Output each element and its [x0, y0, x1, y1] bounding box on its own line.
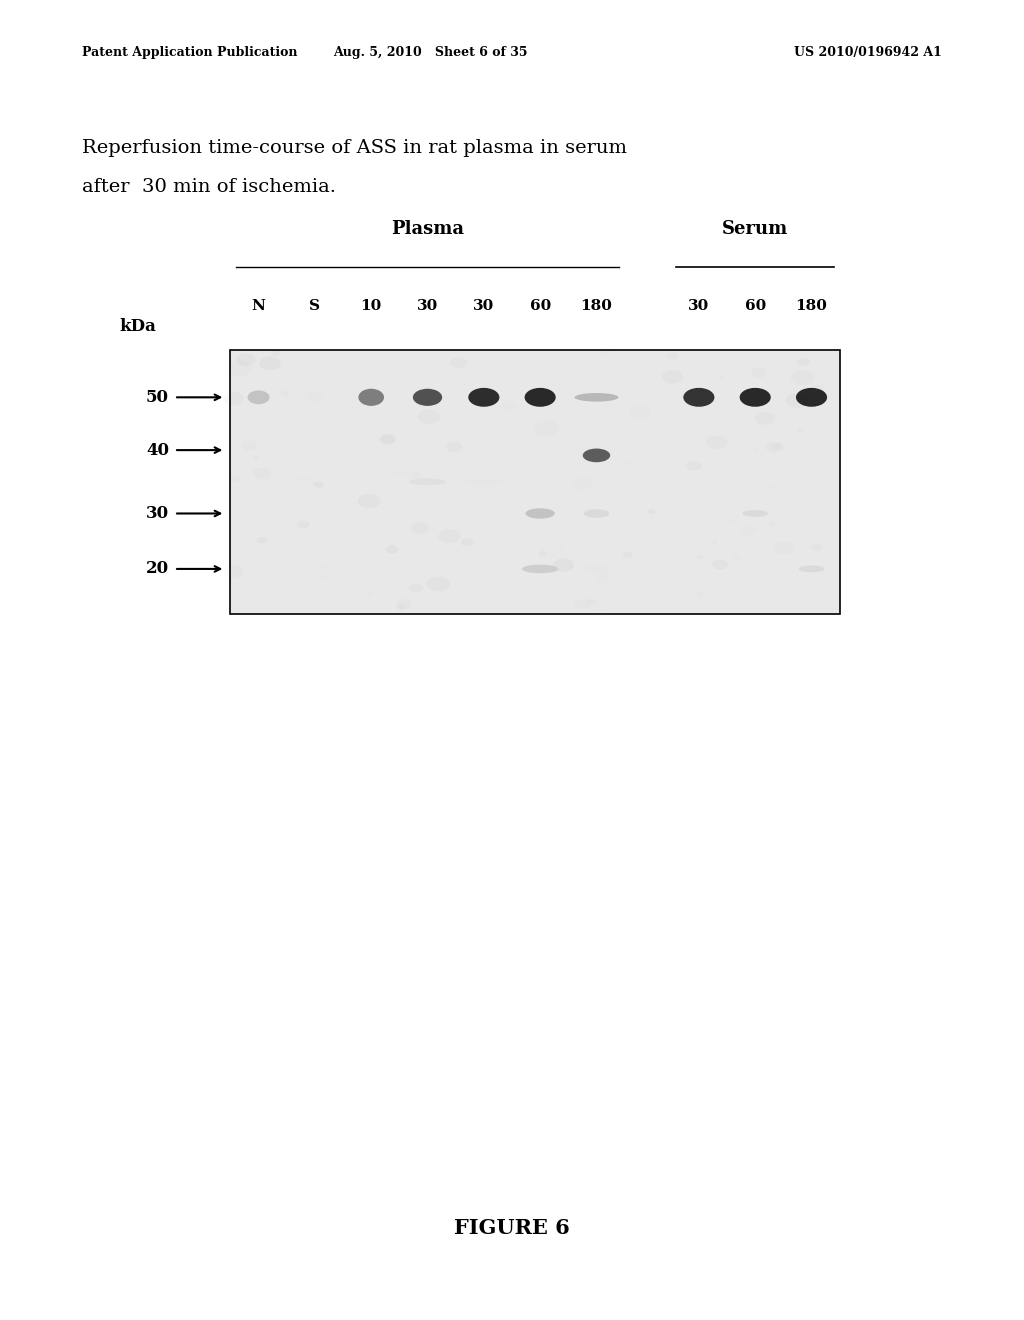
Text: 10: 10 [360, 298, 382, 313]
Text: 30: 30 [417, 298, 438, 313]
Ellipse shape [797, 358, 810, 366]
Text: 30: 30 [688, 298, 710, 313]
Ellipse shape [582, 565, 611, 573]
Ellipse shape [583, 449, 610, 462]
Text: S: S [309, 298, 321, 313]
Ellipse shape [259, 356, 281, 371]
Ellipse shape [742, 510, 768, 517]
Ellipse shape [237, 354, 256, 366]
Ellipse shape [799, 565, 824, 573]
Text: FIGURE 6: FIGURE 6 [454, 1217, 570, 1238]
Text: 20: 20 [145, 561, 169, 577]
Ellipse shape [468, 388, 500, 407]
Text: US 2010/0196942 A1: US 2010/0196942 A1 [795, 46, 942, 59]
Text: N: N [252, 298, 265, 313]
Ellipse shape [525, 508, 555, 519]
Text: 50: 50 [146, 389, 169, 405]
Ellipse shape [522, 565, 558, 573]
Ellipse shape [410, 478, 445, 486]
Text: 60: 60 [529, 298, 551, 313]
Ellipse shape [385, 545, 398, 553]
Ellipse shape [796, 388, 827, 407]
Ellipse shape [739, 388, 771, 407]
Text: 30: 30 [145, 506, 169, 521]
Ellipse shape [524, 388, 556, 407]
Ellipse shape [427, 577, 450, 591]
Text: kDa: kDa [120, 318, 157, 334]
Ellipse shape [313, 482, 324, 488]
Ellipse shape [553, 558, 574, 572]
Text: after  30 min of ischemia.: after 30 min of ischemia. [82, 178, 336, 197]
Ellipse shape [358, 388, 384, 407]
Ellipse shape [584, 510, 609, 517]
Ellipse shape [248, 391, 269, 404]
Text: Serum: Serum [722, 219, 788, 238]
Text: 180: 180 [581, 298, 612, 313]
Ellipse shape [647, 510, 655, 515]
Ellipse shape [466, 479, 502, 484]
Ellipse shape [413, 388, 442, 407]
Ellipse shape [683, 388, 715, 407]
Text: Reperfusion time-course of ASS in rat plasma in serum: Reperfusion time-course of ASS in rat pl… [82, 139, 627, 157]
Text: Plasma: Plasma [391, 219, 464, 238]
Bar [230, 350, 840, 614]
Text: 180: 180 [796, 298, 827, 313]
Text: 60: 60 [744, 298, 766, 313]
Ellipse shape [663, 370, 683, 384]
Ellipse shape [257, 537, 267, 544]
Ellipse shape [574, 393, 618, 401]
Ellipse shape [712, 560, 728, 570]
Text: Patent Application Publication: Patent Application Publication [82, 46, 297, 59]
Ellipse shape [306, 392, 324, 403]
Ellipse shape [298, 521, 309, 528]
Text: 30: 30 [473, 298, 495, 313]
Text: Aug. 5, 2010   Sheet 6 of 35: Aug. 5, 2010 Sheet 6 of 35 [333, 46, 527, 59]
Text: 40: 40 [146, 442, 169, 458]
